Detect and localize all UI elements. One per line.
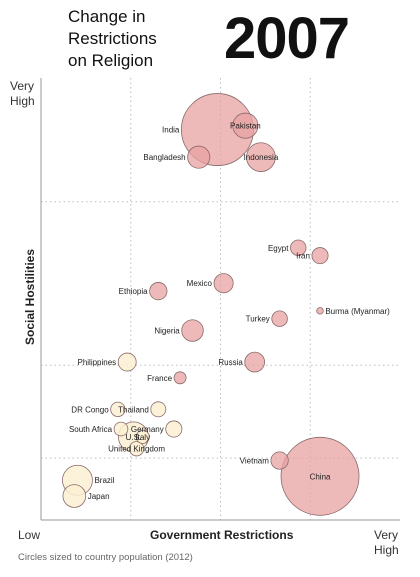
bubble-dr-congo [110, 401, 126, 417]
label-italy: Italy [135, 433, 150, 442]
label-egypt: Egypt [268, 244, 289, 253]
label-japan: Japan [88, 492, 110, 501]
bubble-egypt [290, 239, 307, 256]
label-philippines: Philippines [77, 358, 116, 367]
label-u-s: U.S. [126, 433, 142, 442]
label-vietnam: Vietnam [240, 457, 270, 466]
x-axis-title: Government Restrictions [150, 528, 294, 542]
label-dr-congo: DR Congo [71, 405, 109, 414]
bubble-vietnam [270, 451, 289, 470]
label-india: India [162, 126, 180, 135]
label-germany: Germany [131, 425, 164, 434]
bubble-iran [311, 247, 329, 265]
chart-year: 2007 [224, 6, 350, 71]
x-axis-high-label: Very High [374, 528, 399, 557]
bubble-japan [62, 484, 87, 508]
bubble-ethiopia [149, 282, 168, 301]
bubble-mexico [213, 273, 234, 294]
label-china: China [310, 472, 331, 481]
chart-labels: India Pakistan Bangladesh Indonesia Egypt Ira… [69, 122, 390, 501]
label-united-kingdom: United Kingdom [108, 445, 165, 454]
chart-axes [40, 78, 400, 521]
bubble-nigeria [181, 319, 204, 342]
label-south-africa: South Africa [69, 425, 113, 434]
chart-grid [41, 78, 400, 520]
label-turkey: Turkey [246, 315, 270, 324]
bubble-united-kingdom [128, 441, 145, 457]
bubble-bangladesh [187, 145, 211, 169]
chart-title: Change in Restrictions on Religion [68, 7, 157, 70]
label-france: France [147, 374, 172, 383]
bubble-china [280, 436, 360, 516]
bubble-south-africa [113, 421, 129, 437]
label-thailand: Thailand [118, 405, 149, 414]
label-russia: Russia [218, 358, 243, 367]
bubble-france [173, 371, 187, 385]
label-indonesia: Indonesia [244, 153, 279, 162]
bubble-burma-myanmar [316, 307, 324, 315]
bubble-italy [135, 429, 150, 444]
bubble-pakistan [232, 112, 259, 139]
bubble-turkey [271, 310, 288, 327]
label-brazil: Brazil [94, 476, 114, 485]
chart-bubbles [62, 93, 360, 516]
label-iran: Iran [296, 252, 310, 261]
label-mexico: Mexico [187, 279, 213, 288]
label-pakistan: Pakistan [230, 122, 261, 131]
bubble-indonesia [246, 142, 276, 172]
label-burma-myanmar: Burma (Myanmar) [325, 307, 390, 316]
label-bangladesh: Bangladesh [143, 153, 185, 162]
bubble-philippines [117, 352, 137, 372]
label-ethiopia: Ethiopia [119, 287, 148, 296]
bubble-thailand [150, 401, 167, 418]
footnote: Circles sized to country population (201… [18, 552, 193, 563]
label-nigeria: Nigeria [154, 327, 180, 336]
x-axis-low-label: Low [18, 528, 41, 542]
y-axis-high-label: Very High [10, 79, 35, 108]
bubble-germany [165, 420, 183, 438]
y-axis-title: Social Hostilities [23, 248, 37, 346]
bubble-russia [244, 351, 266, 373]
